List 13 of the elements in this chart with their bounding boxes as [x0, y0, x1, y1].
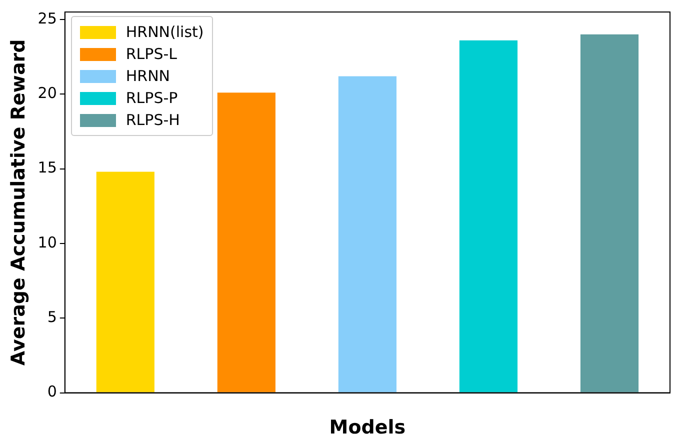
- y-tick-label: 25: [38, 9, 57, 28]
- y-tick-label: 10: [38, 233, 57, 252]
- y-tick-label: 5: [47, 308, 57, 326]
- legend-label: RLPS-P: [126, 89, 178, 107]
- legend-label: RLPS-H: [126, 111, 180, 129]
- x-axis-title: Models: [329, 416, 406, 439]
- legend-label: HRNN(list): [126, 23, 204, 41]
- legend-label: HRNN: [126, 67, 170, 85]
- legend-label: RLPS-L: [126, 45, 177, 63]
- y-axis-title: Average Accumulative Reward: [7, 39, 30, 366]
- y-tick-label: 20: [38, 84, 57, 102]
- y-tick-label: 15: [38, 158, 57, 177]
- y-tick-label: 0: [47, 382, 57, 401]
